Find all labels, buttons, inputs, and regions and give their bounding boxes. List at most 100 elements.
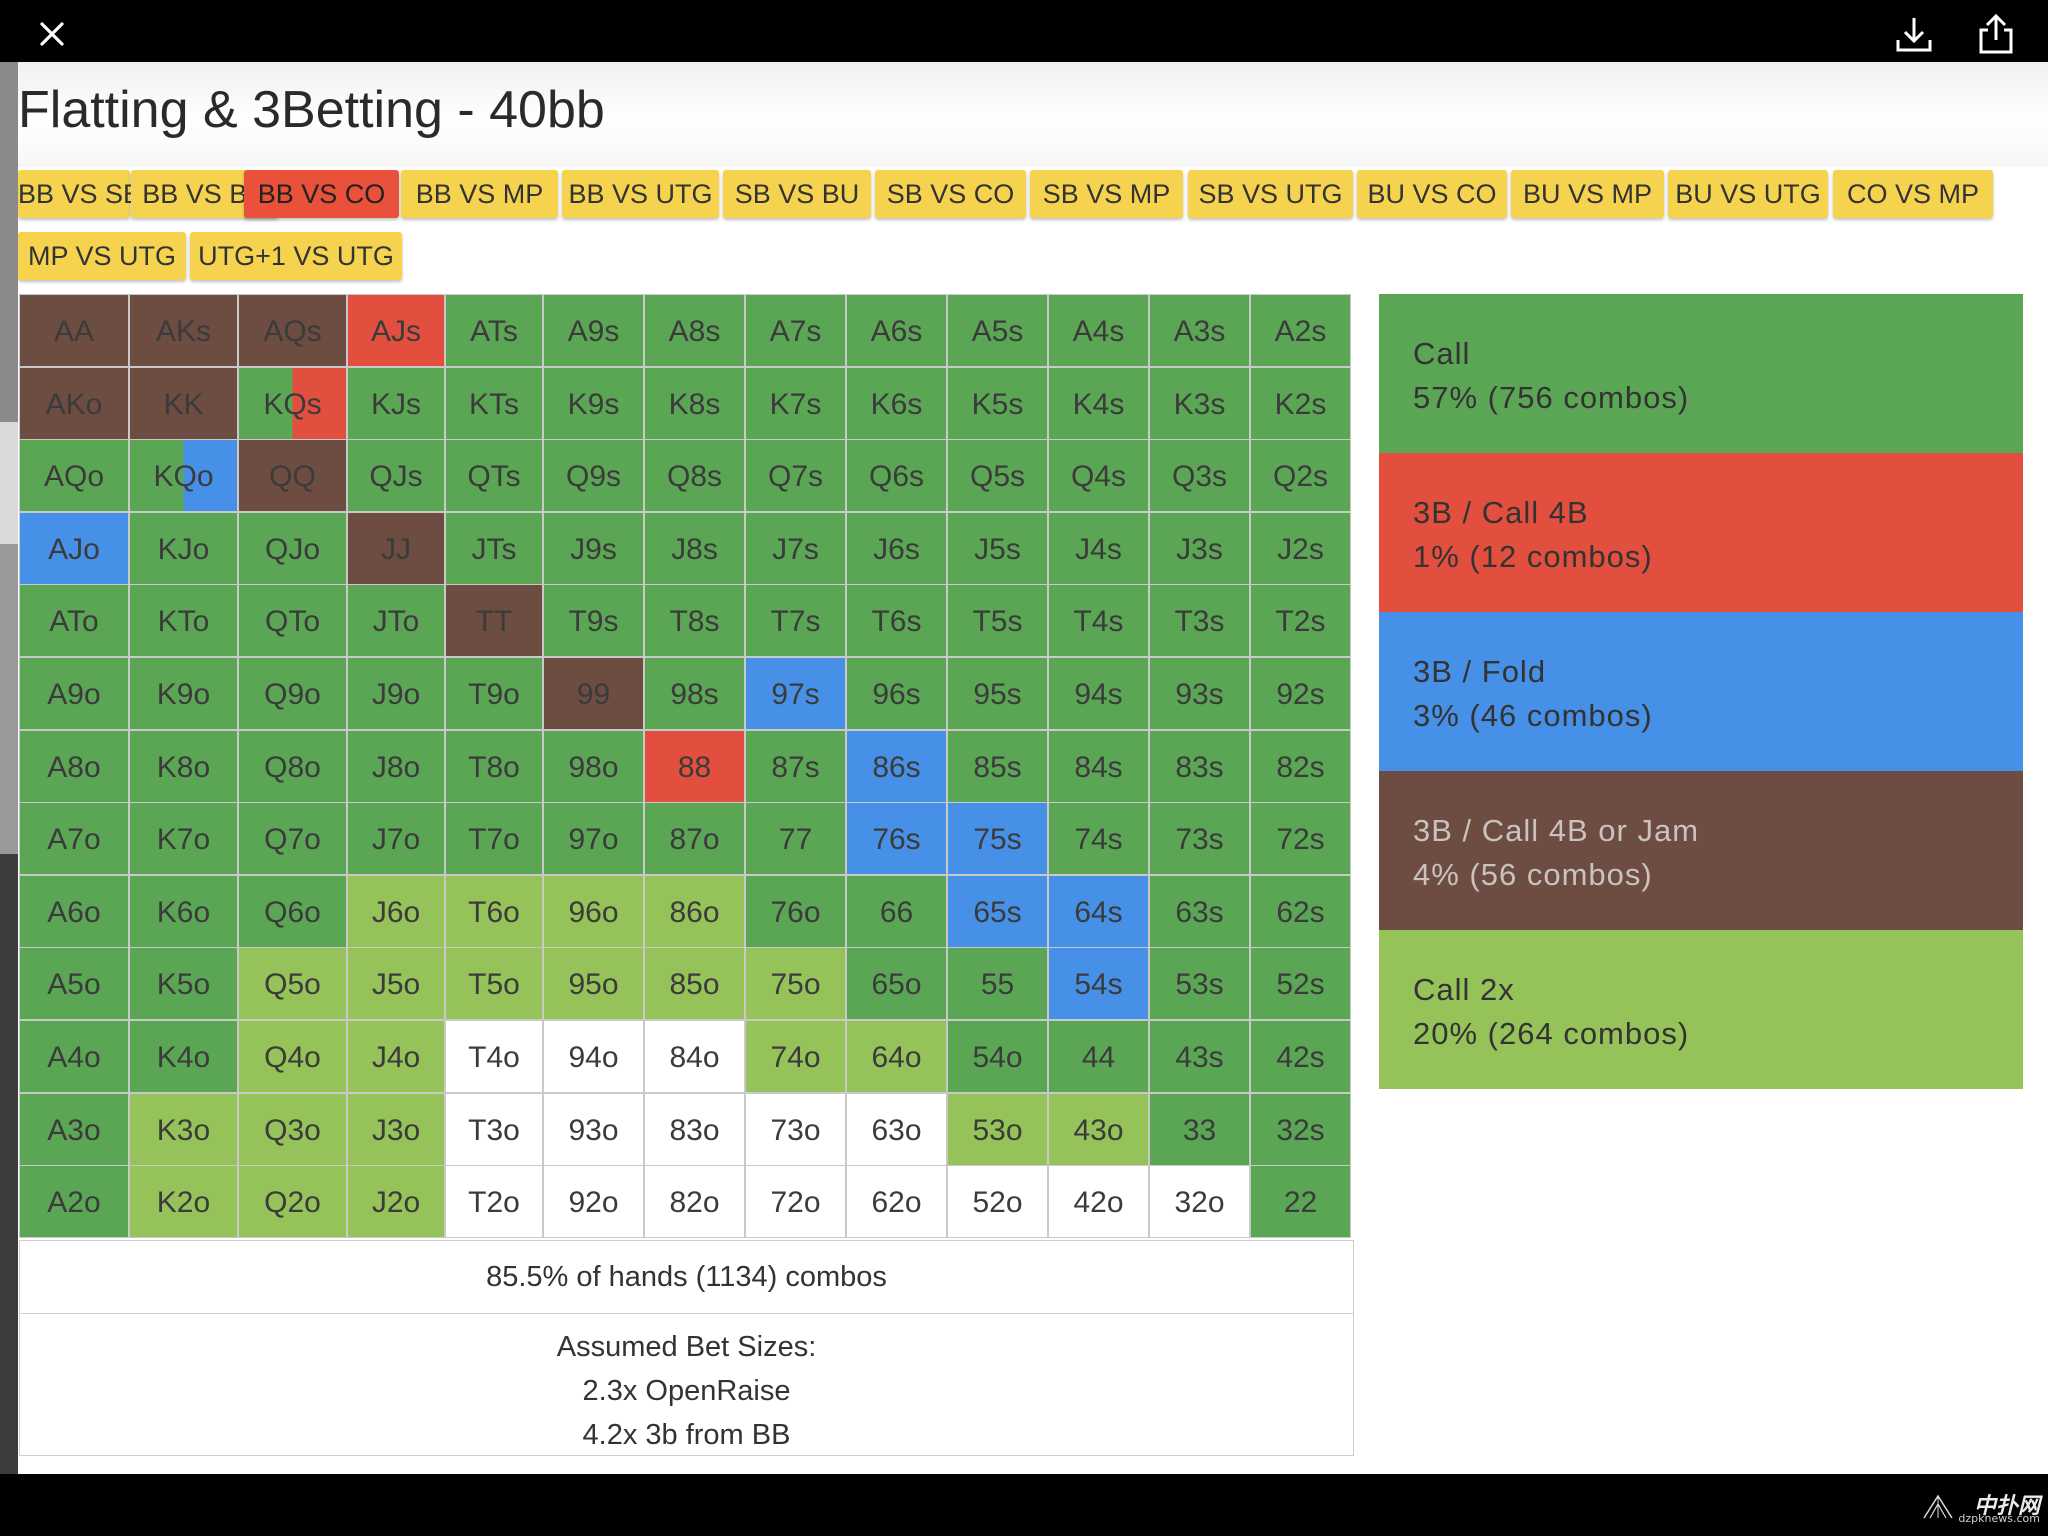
hand-cell-T7o[interactable]: T7o: [445, 802, 543, 875]
hand-cell-T7s[interactable]: T7s: [745, 584, 846, 657]
hand-cell-QJo[interactable]: QJo: [238, 512, 347, 585]
hand-cell-K4s[interactable]: K4s: [1048, 367, 1149, 440]
hand-cell-32s[interactable]: 32s: [1250, 1093, 1351, 1166]
hand-cell-76s[interactable]: 76s: [846, 802, 947, 875]
hand-cell-K8o[interactable]: K8o: [129, 730, 238, 803]
hand-cell-87o[interactable]: 87o: [644, 802, 745, 875]
hand-cell-A5o[interactable]: A5o: [19, 947, 129, 1020]
hand-cell-T4s[interactable]: T4s: [1048, 584, 1149, 657]
tab-utgplus1-vs-utg[interactable]: UTG+1 VS UTG: [190, 232, 402, 280]
hand-cell-86o[interactable]: 86o: [644, 875, 745, 948]
hand-cell-K6s[interactable]: K6s: [846, 367, 947, 440]
hand-cell-Q8s[interactable]: Q8s: [644, 439, 745, 512]
hand-cell-84o[interactable]: 84o: [644, 1020, 745, 1093]
hand-cell-QTs[interactable]: QTs: [445, 439, 543, 512]
hand-cell-A5s[interactable]: A5s: [947, 294, 1048, 367]
hand-cell-Q3o[interactable]: Q3o: [238, 1093, 347, 1166]
hand-cell-J6s[interactable]: J6s: [846, 512, 947, 585]
hand-cell-Q5s[interactable]: Q5s: [947, 439, 1048, 512]
hand-cell-65o[interactable]: 65o: [846, 947, 947, 1020]
hand-cell-99[interactable]: 99: [543, 657, 644, 730]
hand-cell-A2o[interactable]: A2o: [19, 1165, 129, 1238]
hand-cell-K8s[interactable]: K8s: [644, 367, 745, 440]
hand-cell-KTs[interactable]: KTs: [445, 367, 543, 440]
hand-cell-64o[interactable]: 64o: [846, 1020, 947, 1093]
hand-cell-KJs[interactable]: KJs: [347, 367, 445, 440]
hand-cell-92o[interactable]: 92o: [543, 1165, 644, 1238]
hand-cell-A8o[interactable]: A8o: [19, 730, 129, 803]
hand-cell-43s[interactable]: 43s: [1149, 1020, 1250, 1093]
hand-cell-96s[interactable]: 96s: [846, 657, 947, 730]
hand-cell-Q7o[interactable]: Q7o: [238, 802, 347, 875]
close-button[interactable]: [28, 10, 76, 58]
hand-cell-Q9s[interactable]: Q9s: [543, 439, 644, 512]
tab-bu-vs-utg[interactable]: BU VS UTG: [1668, 170, 1828, 218]
hand-cell-AJo[interactable]: AJo: [19, 512, 129, 585]
hand-cell-K4o[interactable]: K4o: [129, 1020, 238, 1093]
hand-cell-J8s[interactable]: J8s: [644, 512, 745, 585]
hand-cell-T3s[interactable]: T3s: [1149, 584, 1250, 657]
hand-cell-K6o[interactable]: K6o: [129, 875, 238, 948]
hand-cell-A2s[interactable]: A2s: [1250, 294, 1351, 367]
hand-cell-J4o[interactable]: J4o: [347, 1020, 445, 1093]
hand-cell-T5s[interactable]: T5s: [947, 584, 1048, 657]
tab-bb-vs-mp[interactable]: BB VS MP: [401, 170, 558, 218]
tab-bb-vs-sb[interactable]: BB VS SB: [18, 170, 141, 218]
hand-cell-66[interactable]: 66: [846, 875, 947, 948]
hand-cell-AQs[interactable]: AQs: [238, 294, 347, 367]
hand-cell-85o[interactable]: 85o: [644, 947, 745, 1020]
hand-cell-72o[interactable]: 72o: [745, 1165, 846, 1238]
hand-cell-87s[interactable]: 87s: [745, 730, 846, 803]
hand-cell-A7s[interactable]: A7s: [745, 294, 846, 367]
hand-cell-44[interactable]: 44: [1048, 1020, 1149, 1093]
tab-bb-vs-co[interactable]: BB VS CO: [244, 170, 399, 218]
hand-cell-94o[interactable]: 94o: [543, 1020, 644, 1093]
hand-cell-A3o[interactable]: A3o: [19, 1093, 129, 1166]
hand-cell-J9o[interactable]: J9o: [347, 657, 445, 730]
hand-cell-J2o[interactable]: J2o: [347, 1165, 445, 1238]
hand-cell-T6s[interactable]: T6s: [846, 584, 947, 657]
hand-cell-T2o[interactable]: T2o: [445, 1165, 543, 1238]
hand-cell-AA[interactable]: AA: [19, 294, 129, 367]
hand-cell-74s[interactable]: 74s: [1048, 802, 1149, 875]
hand-cell-A9s[interactable]: A9s: [543, 294, 644, 367]
hand-cell-J9s[interactable]: J9s: [543, 512, 644, 585]
hand-cell-83s[interactable]: 83s: [1149, 730, 1250, 803]
hand-cell-K9o[interactable]: K9o: [129, 657, 238, 730]
hand-cell-93o[interactable]: 93o: [543, 1093, 644, 1166]
hand-cell-42s[interactable]: 42s: [1250, 1020, 1351, 1093]
hand-cell-Q7s[interactable]: Q7s: [745, 439, 846, 512]
hand-cell-KJo[interactable]: KJo: [129, 512, 238, 585]
tab-sb-vs-mp[interactable]: SB VS MP: [1030, 170, 1183, 218]
hand-cell-A4s[interactable]: A4s: [1048, 294, 1149, 367]
hand-cell-98o[interactable]: 98o: [543, 730, 644, 803]
tab-bb-vs-utg[interactable]: BB VS UTG: [562, 170, 719, 218]
hand-cell-JTs[interactable]: JTs: [445, 512, 543, 585]
hand-cell-T5o[interactable]: T5o: [445, 947, 543, 1020]
hand-cell-T9o[interactable]: T9o: [445, 657, 543, 730]
hand-cell-J3s[interactable]: J3s: [1149, 512, 1250, 585]
hand-cell-Q8o[interactable]: Q8o: [238, 730, 347, 803]
hand-cell-T2s[interactable]: T2s: [1250, 584, 1351, 657]
hand-cell-A8s[interactable]: A8s: [644, 294, 745, 367]
hand-cell-A9o[interactable]: A9o: [19, 657, 129, 730]
hand-cell-A4o[interactable]: A4o: [19, 1020, 129, 1093]
hand-cell-83o[interactable]: 83o: [644, 1093, 745, 1166]
hand-cell-84s[interactable]: 84s: [1048, 730, 1149, 803]
hand-cell-Q6o[interactable]: Q6o: [238, 875, 347, 948]
hand-cell-72s[interactable]: 72s: [1250, 802, 1351, 875]
hand-cell-73o[interactable]: 73o: [745, 1093, 846, 1166]
hand-cell-53s[interactable]: 53s: [1149, 947, 1250, 1020]
left-scroll-strip[interactable]: [0, 62, 18, 1474]
hand-cell-92s[interactable]: 92s: [1250, 657, 1351, 730]
hand-cell-JTo[interactable]: JTo: [347, 584, 445, 657]
hand-cell-ATo[interactable]: ATo: [19, 584, 129, 657]
hand-cell-62o[interactable]: 62o: [846, 1165, 947, 1238]
hand-cell-98s[interactable]: 98s: [644, 657, 745, 730]
hand-cell-K3o[interactable]: K3o: [129, 1093, 238, 1166]
hand-cell-TT[interactable]: TT: [445, 584, 543, 657]
tab-bu-vs-co[interactable]: BU VS CO: [1357, 170, 1507, 218]
hand-cell-54o[interactable]: 54o: [947, 1020, 1048, 1093]
hand-cell-63s[interactable]: 63s: [1149, 875, 1250, 948]
hand-cell-Q9o[interactable]: Q9o: [238, 657, 347, 730]
